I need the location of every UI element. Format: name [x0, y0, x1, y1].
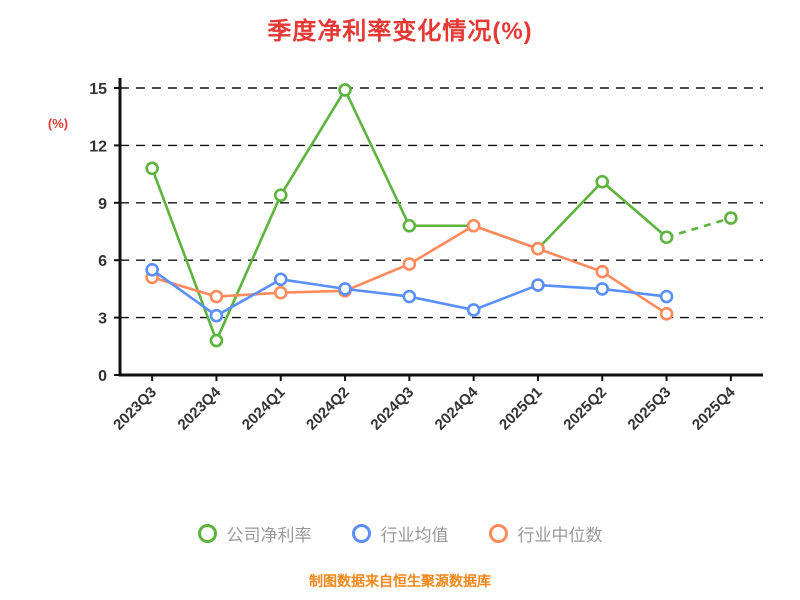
data-point-series-2 — [531, 278, 545, 292]
data-point-series-3 — [659, 306, 674, 321]
x-tick-label: 2023Q3 — [110, 384, 160, 434]
data-point-series-1 — [724, 211, 738, 225]
series-line-2 — [344, 287, 410, 298]
y-tick-label: 12 — [89, 138, 107, 155]
legend: 公司净利率 行业均值 行业中位数 — [0, 521, 800, 546]
data-point-series-3 — [595, 264, 610, 279]
y-tick-label: 9 — [98, 196, 107, 213]
x-tick-label: 2024Q4 — [432, 383, 482, 433]
legend-item-3[interactable]: 行业中位数 — [488, 521, 603, 546]
legend-item-2[interactable]: 行业均值 — [351, 521, 449, 546]
data-point-series-1 — [273, 188, 288, 202]
legend-label: 行业均值 — [380, 526, 449, 545]
y-tick-label: 15 — [89, 81, 107, 98]
data-point-series-1 — [145, 161, 159, 176]
legend-label: 公司净利率 — [226, 526, 312, 545]
y-axis-unit-label: (%) — [48, 116, 68, 131]
line-chart: 0 3 6 9 12 15 (%) 2023Q3 2023Q4 2024Q1 2024Q2 2024Q… — [48, 78, 763, 434]
data-point-series-1 — [595, 174, 610, 189]
y-tick-label: 6 — [98, 253, 107, 270]
x-tick-label: 2024Q2 — [303, 384, 353, 434]
series-line-2 — [537, 283, 603, 291]
series-line-3 — [216, 291, 281, 298]
legend-item-1[interactable]: 公司净利率 — [197, 521, 312, 546]
chart-title: 季度净利率变化情况(%) — [267, 18, 533, 45]
data-point-series-3 — [531, 241, 545, 256]
x-tick-label: 2025Q4 — [689, 383, 739, 433]
data-point-series-2 — [145, 262, 159, 277]
data-point-series-3 — [273, 285, 288, 300]
series-line-2 — [151, 268, 218, 317]
legend-marker-icon — [488, 524, 508, 543]
series-line-3 — [473, 224, 539, 250]
x-tick-label: 2024Q1 — [239, 384, 289, 434]
x-tick-label: 2023Q4 — [175, 383, 225, 433]
x-tick-label: 2025Q3 — [625, 384, 675, 434]
data-point-series-3 — [209, 289, 224, 304]
series-line-1 — [666, 216, 732, 239]
series-line-1 — [279, 89, 347, 196]
x-tick-label: 2025Q1 — [496, 384, 546, 434]
series-line-3 — [344, 262, 410, 293]
series-line-3 — [151, 276, 217, 298]
series-line-2 — [409, 295, 474, 312]
legend-label: 行业中位数 — [517, 526, 603, 545]
series-line-1 — [537, 180, 604, 250]
x-tick-label: 2024Q3 — [367, 384, 417, 434]
series-line-2 — [280, 278, 346, 291]
series-line-1 — [150, 167, 218, 342]
legend-marker-icon — [351, 524, 371, 543]
data-point-series-3 — [466, 218, 481, 233]
x-tick-label: 2025Q2 — [560, 384, 610, 434]
legend-marker-icon — [197, 524, 217, 543]
y-tick-label: 0 — [98, 368, 107, 385]
series-line-2 — [602, 287, 667, 298]
data-point-series-2 — [273, 272, 288, 287]
y-tick-label: 3 — [98, 311, 107, 328]
data-point-series-2 — [659, 289, 674, 304]
data-source-note: 制图数据来自恒生聚源数据库 — [309, 573, 491, 589]
series-line-2 — [215, 278, 282, 317]
data-point-series-2 — [209, 308, 224, 323]
series-line-1 — [343, 89, 411, 227]
data-point-series-2 — [466, 303, 481, 317]
data-point-series-3 — [402, 257, 417, 271]
data-point-series-2 — [338, 282, 352, 296]
data-point-series-1 — [338, 83, 352, 97]
series-line-1 — [215, 194, 282, 342]
data-point-series-1 — [402, 218, 417, 233]
series-line-3 — [280, 289, 346, 295]
series-line-2 — [473, 283, 539, 312]
data-point-series-1 — [659, 230, 674, 245]
data-point-series-1 — [209, 333, 224, 348]
data-point-series-2 — [402, 289, 417, 304]
data-point-series-2 — [595, 282, 610, 296]
series-line-3 — [408, 224, 475, 266]
series-line-3 — [537, 247, 603, 273]
series-line-1 — [601, 180, 668, 239]
